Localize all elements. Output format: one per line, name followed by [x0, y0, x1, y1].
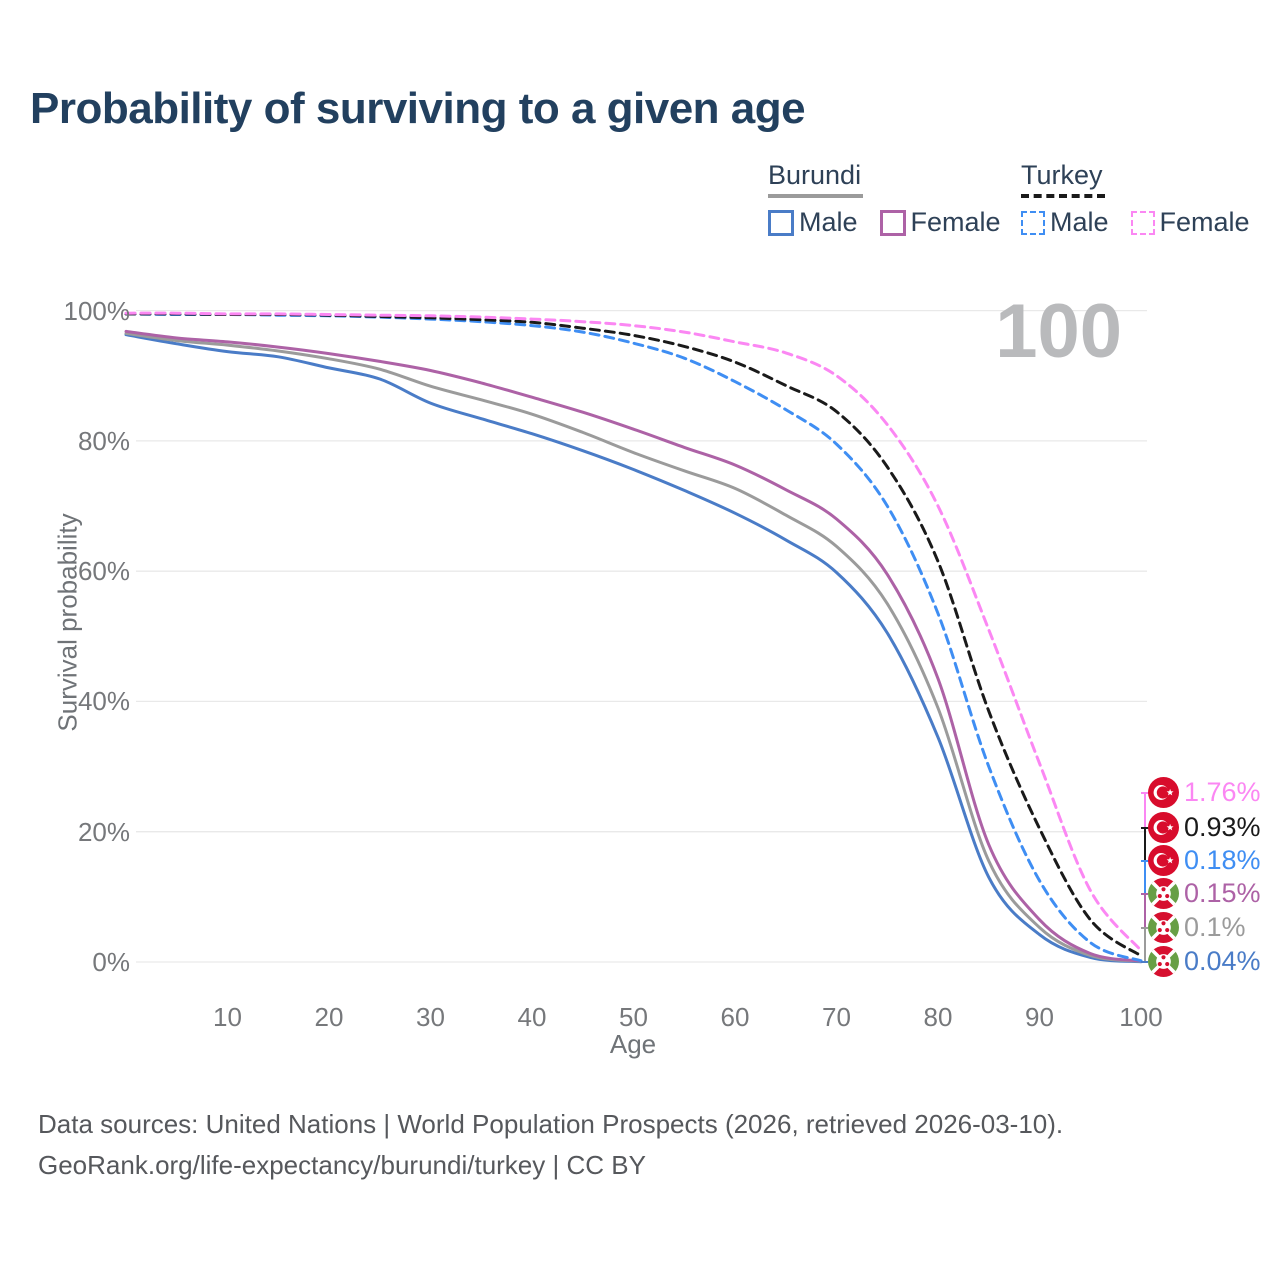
x-tick-20: 20 [314, 1002, 344, 1032]
end-label-row: 0.04% [1148, 946, 1261, 977]
end-label-row: 0.18% [1148, 845, 1261, 876]
turkey-flag-icon [1148, 812, 1179, 843]
legend-item-label: Female [910, 207, 1001, 237]
legend-items: Male Female [768, 207, 1001, 238]
x-tick-100: 100 [1119, 1002, 1163, 1032]
end-label-row: 1.76% [1148, 777, 1261, 808]
x-tick-90: 90 [1025, 1002, 1054, 1032]
page-title: Probability of surviving to a given age [30, 84, 806, 133]
x-tick-50: 50 [619, 1002, 648, 1032]
legend-item-label: Female [1159, 207, 1250, 237]
x-tick-60: 60 [720, 1002, 750, 1032]
series-line-turkey-female [124, 311, 1143, 952]
legend-items: Male Female [1021, 207, 1250, 238]
series-line-burundi-male [124, 333, 1143, 964]
legend-country-label-turkey: Turkey [1021, 160, 1105, 198]
end-label-value: 1.76% [1184, 777, 1261, 807]
legend-item-burundi-male: Male [768, 207, 858, 238]
x-tick-30: 30 [416, 1002, 445, 1032]
series-line-burundi-both [124, 331, 1143, 963]
burundi-flag-icon [1148, 912, 1179, 943]
y-tick-80: 80% [77, 425, 130, 456]
footer-url-license: GeoRank.org/life-expectancy/burundi/turk… [38, 1150, 646, 1180]
turkey-flag-icon [1148, 777, 1179, 808]
burundi-flag-icon [1148, 878, 1179, 909]
legend-swatch-icon [1130, 210, 1155, 235]
legend-item-burundi-female: Female [879, 207, 1001, 238]
end-label-value: 0.1% [1184, 912, 1246, 942]
footer-attribution: Data sources: United Nations | World Pop… [38, 1104, 1063, 1186]
legend-item-turkey-male: Male [1021, 207, 1109, 238]
legend-group-turkey: Turkey Male Female [1021, 160, 1250, 238]
footer-data-sources: Data sources: United Nations | World Pop… [38, 1109, 1064, 1139]
x-tick-40: 40 [517, 1002, 547, 1032]
end-label-row: 0.1% [1148, 912, 1246, 943]
y-tick-40: 40% [77, 686, 130, 717]
end-label-row: 0.93% [1148, 812, 1261, 843]
legend-swatch-icon [768, 209, 794, 236]
y-tick-100: 100% [63, 295, 131, 326]
end-label-value: 0.93% [1184, 812, 1261, 842]
burundi-flag-icon [1148, 946, 1179, 977]
end-label-value: 0.18% [1184, 845, 1261, 875]
legend-group-burundi: Burundi Male Female [768, 160, 1001, 238]
x-tick-70: 70 [822, 1002, 851, 1032]
series-line-burundi-female [124, 329, 1143, 963]
watermark-age-100: 100 [995, 289, 1122, 374]
legend-item-turkey-female: Female [1130, 207, 1250, 238]
legend-swatch-icon [879, 209, 906, 236]
y-tick-0: 0% [92, 947, 130, 977]
legend-swatch-icon [1021, 210, 1045, 235]
x-tick-10: 10 [213, 1002, 242, 1032]
legend-item-label: Male [799, 207, 858, 237]
end-label-value: 0.15% [1184, 878, 1261, 908]
y-tick-20: 20% [77, 816, 130, 847]
legend-item-label: Male [1050, 207, 1109, 237]
x-tick-80: 80 [923, 1002, 953, 1032]
turkey-flag-icon [1148, 845, 1179, 876]
legend-country-label-burundi: Burundi [768, 160, 864, 198]
end-label-value: 0.04% [1184, 946, 1261, 976]
end-label-row: 0.15% [1148, 878, 1261, 909]
y-tick-60: 60% [77, 556, 130, 587]
x-axis-title: Age [609, 1029, 657, 1059]
